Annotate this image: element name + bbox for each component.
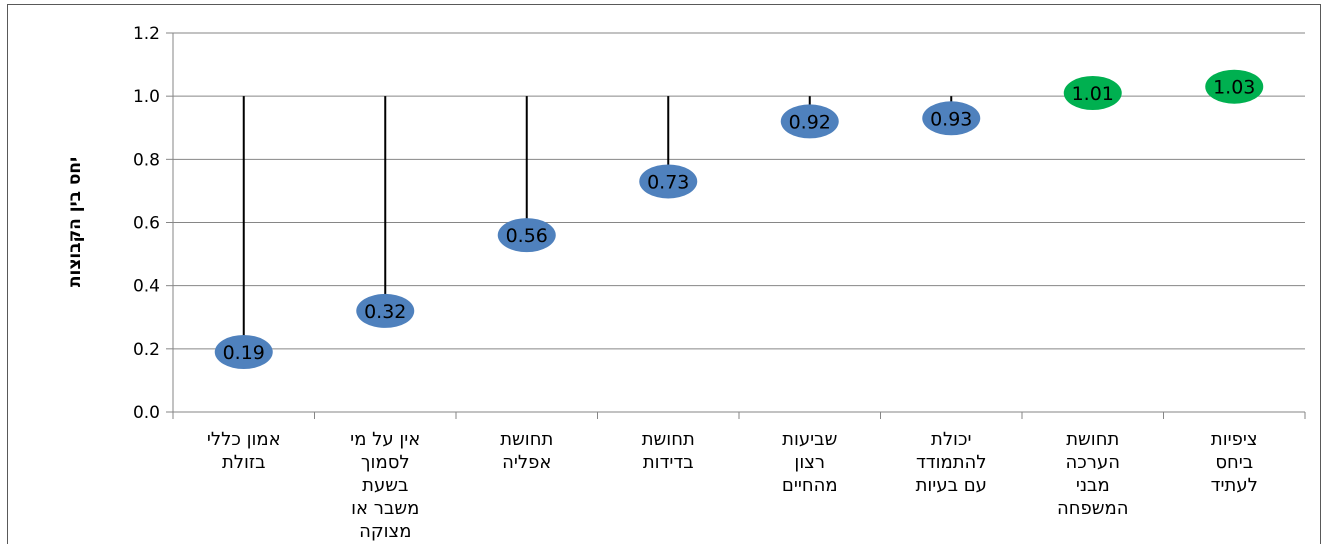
category-label-line: בשעת: [362, 475, 408, 496]
axes: [166, 32, 1306, 419]
category-label-line: תחושת: [500, 429, 553, 450]
data-point: [497, 218, 556, 253]
data-point: [780, 104, 839, 139]
category-label-line: הערכה: [1066, 452, 1120, 473]
y-tick-label: 1.0: [133, 87, 160, 107]
category-label-line: ביחס: [1215, 452, 1253, 473]
data-point: [1063, 76, 1122, 111]
category-label-line: עם בעיות: [916, 475, 987, 496]
category-label-line: המשפחה: [1057, 498, 1129, 519]
category-label-line: להתמודד: [916, 452, 987, 473]
data-label: 1.01: [1072, 83, 1114, 105]
chart-frame: [7, 4, 1321, 544]
points: 0.19 0.32 0.56 0.73 0.92 0.93 1.01 1.03: [214, 69, 1264, 369]
data-label: 0.32: [364, 301, 406, 323]
category-label-line: מצוקה: [359, 521, 411, 542]
data-label: 0.19: [223, 342, 265, 364]
category-label-line: שביעות: [782, 429, 837, 450]
data-point: [639, 164, 698, 199]
gridlines: [173, 32, 1305, 350]
category-label-line: יכולת: [931, 429, 972, 450]
data-point: [922, 101, 981, 136]
y-tick-labels: 0.0 0.2 0.4 0.6 0.8 1.0 1.2: [133, 24, 160, 423]
data-label: 0.93: [930, 108, 972, 130]
category-label-line: רצון: [794, 452, 825, 473]
y-tick-label: 0.4: [133, 277, 160, 297]
category-label-line: מבני: [1076, 475, 1110, 496]
category-label-line: תחושת: [642, 429, 695, 450]
y-tick-label: 0.0: [133, 403, 160, 423]
category-label-line: משבר או: [351, 498, 419, 519]
category-label-line: לסמוך: [361, 452, 410, 473]
data-label: 1.03: [1213, 77, 1255, 99]
category-label-line: בזולת: [222, 452, 266, 473]
y-tick-label: 0.2: [133, 340, 160, 360]
category-label-line: מהחיים: [782, 475, 838, 496]
data-label: 0.56: [506, 225, 548, 247]
category-label-line: אמון כללי: [207, 429, 281, 450]
category-label-line: בדידות: [643, 452, 694, 473]
y-tick-label: 1.2: [133, 24, 160, 44]
category-label-line: לעתיד: [1211, 475, 1258, 496]
data-point: [214, 334, 273, 369]
y-axis-label: יחס בין הקבוצות: [65, 157, 85, 287]
category-label-line: תחושת: [1066, 429, 1119, 450]
y-tick-label: 0.8: [133, 150, 160, 170]
data-label: 0.73: [647, 171, 689, 193]
data-label: 0.92: [789, 111, 831, 133]
data-point: [1205, 69, 1264, 104]
stems: [242, 96, 953, 352]
category-label-line: אפליה: [502, 452, 551, 473]
category-label-line: ציפיות: [1211, 429, 1258, 450]
y-tick-label: 0.6: [133, 214, 160, 234]
data-point: [356, 293, 415, 328]
category-label-line: אין על מי: [350, 429, 420, 450]
